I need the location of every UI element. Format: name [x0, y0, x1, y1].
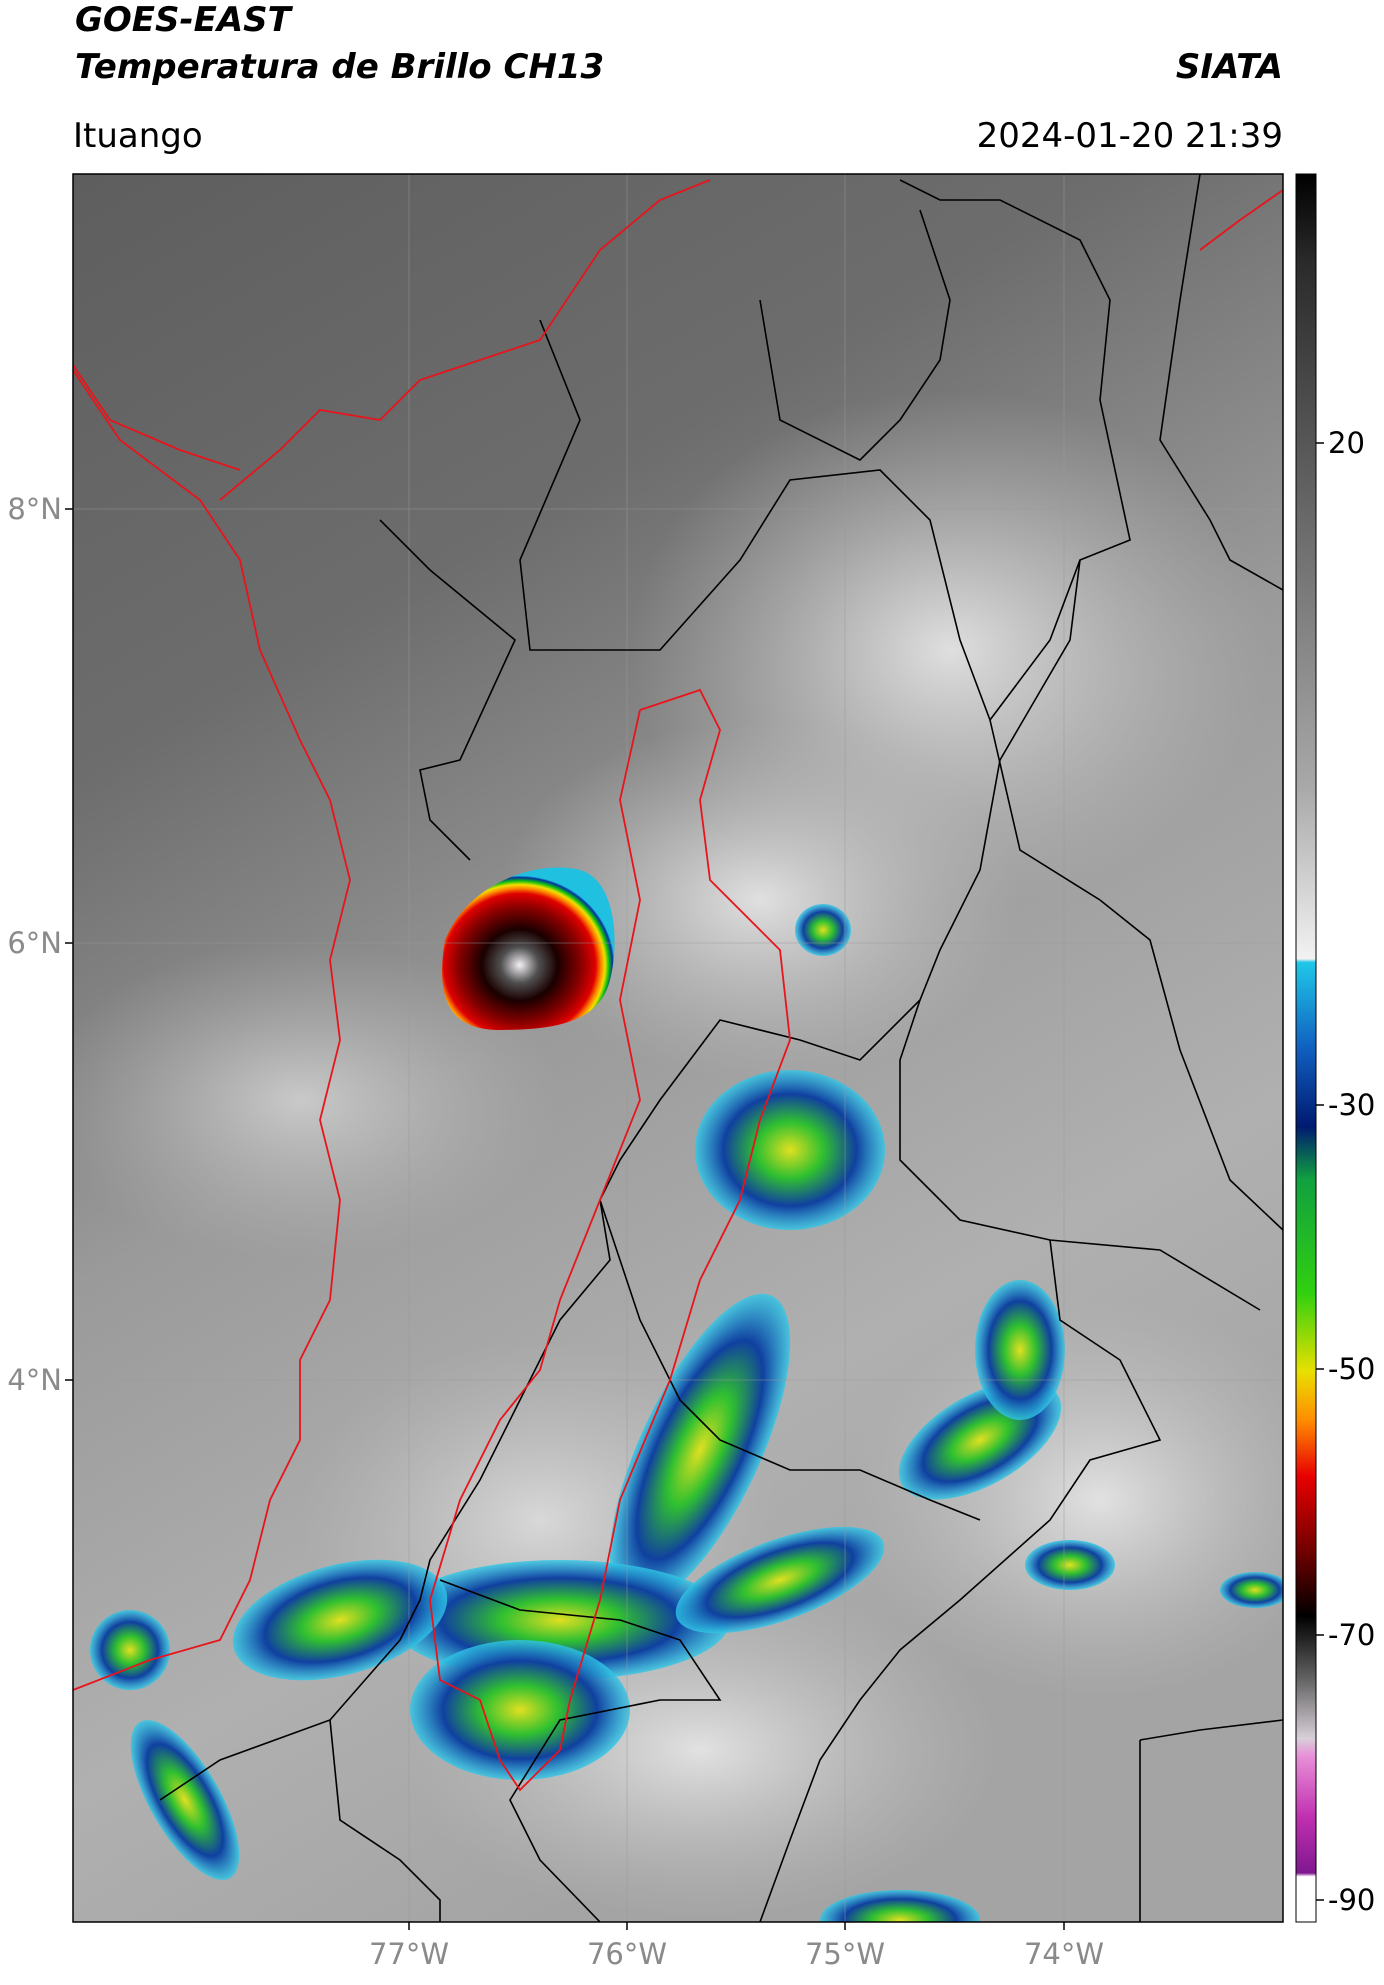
location: Ituango: [73, 116, 203, 156]
map-frame: [72, 173, 1284, 1923]
lat-label: 8°N: [7, 492, 62, 526]
title: GOES-EAST: [75, 0, 294, 40]
lon-label: 75°W: [805, 1937, 885, 1971]
lat-label: 6°N: [7, 926, 62, 960]
lon-label: 74°W: [1024, 1937, 1104, 1971]
labels: 8°N 6°N 4°N 77°W 76°W 75°W 74°W 20 -30 -50 -70 -90: [7, 426, 1375, 1971]
lon-label: 76°W: [587, 1937, 667, 1971]
satellite-image: [73, 174, 1283, 1922]
lat-label: 4°N: [7, 1363, 62, 1397]
colorbar-label: 20: [1328, 426, 1365, 460]
colorbar: [1295, 173, 1317, 1923]
colorbar-label: -70: [1328, 1618, 1375, 1652]
subtitle: Temperatura de Brillo CH13: [75, 47, 604, 87]
datetime: 2024-01-20 21:39: [977, 116, 1283, 156]
colorbar-label: -90: [1328, 1883, 1375, 1917]
organization: SIATA: [1176, 47, 1283, 87]
colorbar-label: -30: [1328, 1088, 1375, 1122]
colorbar-label: -50: [1328, 1352, 1375, 1386]
lon-label: 77°W: [369, 1937, 449, 1971]
